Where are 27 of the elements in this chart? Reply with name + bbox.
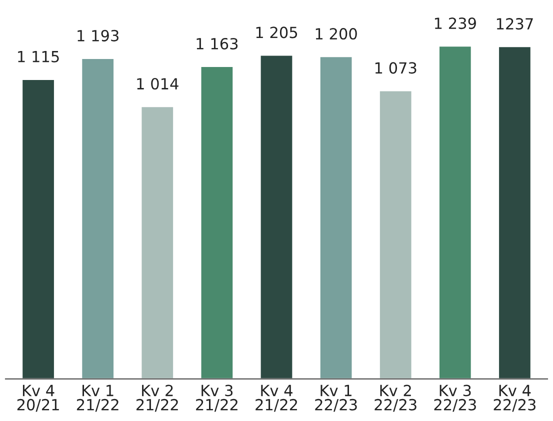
bar <box>80 58 115 379</box>
data-label: 1 200 <box>316 28 357 40</box>
x-tick-label: Kv 4 21/22 <box>256 384 297 412</box>
x-tick-label: Kv 4 22/23 <box>494 384 536 412</box>
x-tick-label: Kv 3 21/22 <box>196 384 238 412</box>
data-label: 1 014 <box>137 78 178 90</box>
bar <box>318 56 354 379</box>
x-tick-label: Kv 2 22/23 <box>374 384 416 412</box>
data-label: 1 163 <box>196 38 238 50</box>
data-label: 1 205 <box>256 26 298 38</box>
data-label: 1237 <box>496 18 533 30</box>
x-tick-label: Kv 1 22/23 <box>315 384 357 412</box>
bar <box>498 46 532 379</box>
bar <box>259 54 294 379</box>
x-tick-label: Kv 2 21/22 <box>136 384 178 412</box>
bar <box>140 106 174 379</box>
data-label: 1 193 <box>78 30 118 42</box>
x-tick-label: Kv 3 22/23 <box>434 384 476 412</box>
bar <box>21 78 56 379</box>
x-tick-label: Kv 1 21/22 <box>76 384 118 412</box>
bar <box>378 90 413 379</box>
bar <box>200 66 234 379</box>
x-tick-label: Kv 4 20/21 <box>17 384 59 412</box>
data-label: 1 239 <box>434 18 476 30</box>
data-label: 1 115 <box>18 51 59 62</box>
bar <box>438 45 472 379</box>
data-label: 1 073 <box>375 62 416 74</box>
